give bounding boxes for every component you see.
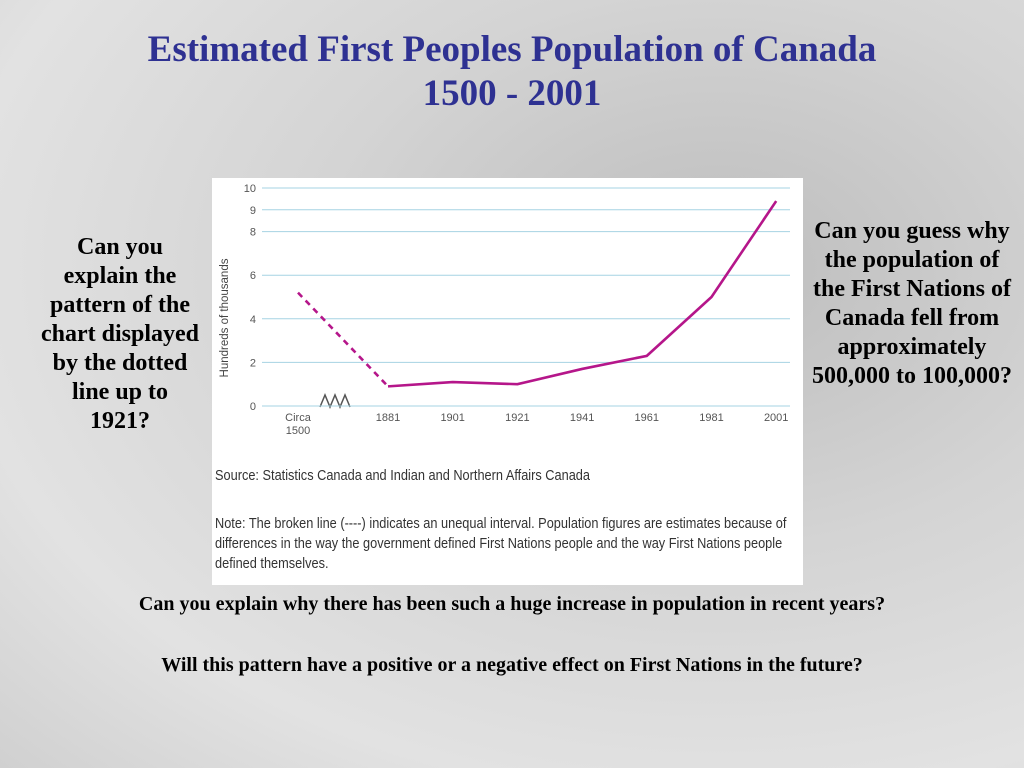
left-question: Can you explain the pattern of the chart… <box>40 234 199 434</box>
slide-title: Estimated First Peoples Population of Ca… <box>0 28 1024 116</box>
line <box>387 200 778 388</box>
title-line: 1500 - 2001 <box>422 73 602 114</box>
y-tick-label: 0 <box>250 401 256 413</box>
x-tick-label: 1981 <box>699 412 724 424</box>
right-question: Can you guess why the population of the … <box>812 218 1012 389</box>
x-tick-label: Circa 1500 <box>285 412 311 437</box>
source: Source: Statistics Canada and Indian and… <box>215 468 591 484</box>
y-tick-label: 10 <box>244 183 256 195</box>
bottom-question: Can you explain why there has been such … <box>138 593 886 615</box>
x-tick-label: 1921 <box>505 412 530 424</box>
y-tick-label: 2 <box>250 357 256 369</box>
x-tick-label: 1901 <box>440 412 465 424</box>
x-tick-label: 1941 <box>569 412 595 424</box>
x-tick-label: 1881 <box>375 412 401 424</box>
y-tick-label: 6 <box>250 270 256 282</box>
plot: Hundreds of thousands 0 2 4 6 8 9 10 <box>219 183 790 413</box>
y-tick-label: 4 <box>250 314 256 326</box>
y-axis-label: Hundreds of thousands <box>219 258 231 377</box>
x-tick-label: 2001 <box>763 412 789 424</box>
y-tick-label: 9 <box>250 205 256 217</box>
axis-break <box>319 393 351 409</box>
note: Note: The broken line (----) indicates a… <box>215 516 787 572</box>
chart: Hundreds of thousands 0 2 4 6 8 9 10 Circa 150… <box>212 178 803 585</box>
bottom-question: Will this pattern have a positive or a n… <box>161 654 863 676</box>
title-line: Estimated First Peoples Population of Ca… <box>147 29 877 70</box>
y-tick-label: 8 <box>250 227 256 239</box>
x-tick-label: 1961 <box>634 412 660 424</box>
line <box>297 291 389 388</box>
